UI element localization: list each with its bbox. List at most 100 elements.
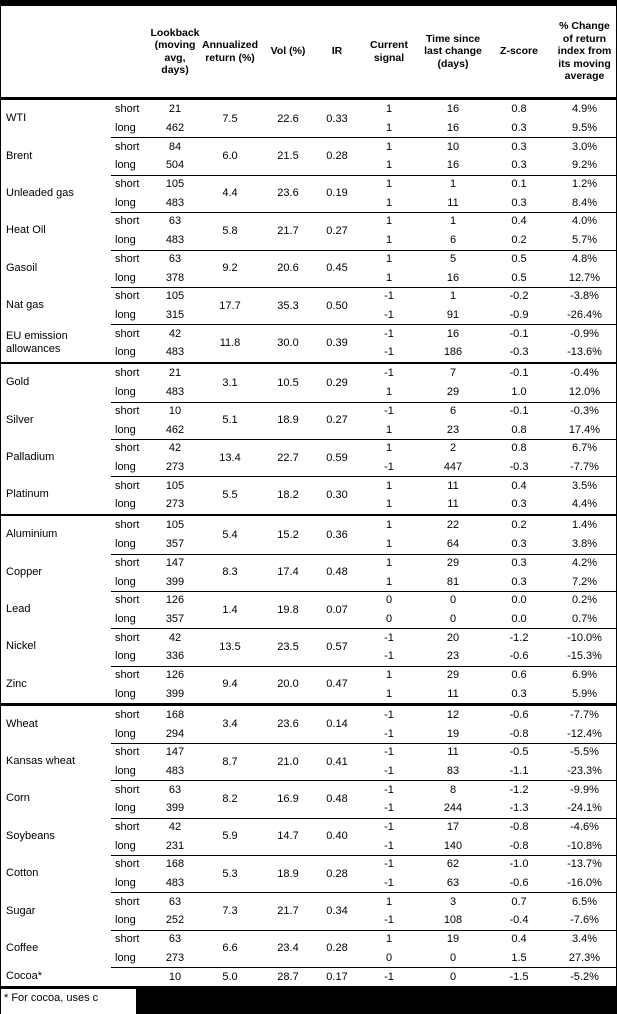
signal-value: 1 — [385, 271, 393, 284]
vol-value: 21.0 — [277, 755, 299, 768]
table-header-row: Lookback (moving avg, days) Annualized r… — [1, 6, 616, 100]
row-divider — [111, 174, 616, 176]
days-since-change-value: 140 — [443, 839, 463, 852]
commodity-block: EU emission allowances short 42 -1 16 -0.1 -0.… — [1, 324, 616, 361]
commodity-name: Cocoa* — [6, 970, 43, 983]
ir-value: 0.47 — [326, 678, 348, 691]
pct-change-value: -0.4% — [570, 367, 599, 380]
days-since-change-value: 7 — [449, 367, 457, 380]
signal-value: -1 — [384, 858, 394, 871]
days-since-change-value: 108 — [443, 914, 463, 927]
zscore-value: -0.6 — [509, 708, 529, 721]
days-since-change-value: 5 — [449, 252, 457, 265]
signal-value: 1 — [385, 895, 393, 908]
annualized-return-value: 5.0 — [222, 970, 238, 983]
days-since-change-value: 0 — [449, 612, 457, 625]
annualized-return-value: 11.8 — [219, 336, 241, 349]
annualized-return-value: 3.1 — [222, 376, 238, 389]
pct-change-value: -7.7% — [570, 708, 599, 721]
pct-change-value: 4.0% — [571, 215, 598, 228]
vol-value: 18.9 — [277, 867, 299, 880]
zscore-value: 0.2 — [511, 234, 527, 247]
zscore-value: 0.4 — [511, 215, 527, 228]
row-divider — [111, 780, 616, 782]
vol-value: 23.6 — [277, 187, 299, 200]
days-since-change-value: 29 — [446, 668, 460, 681]
lookback-value: 42 — [168, 820, 182, 833]
leg-label: long — [115, 234, 136, 247]
commodity-block: WTI short 21 1 16 0.8 4.9% long 462 1 16 0.3 9.5% 7.5… — [1, 100, 616, 137]
lookback-value: 63 — [168, 215, 182, 228]
vol-value: 30.0 — [277, 336, 299, 349]
lookback-value: 399 — [165, 687, 185, 700]
vol-value: 35.3 — [277, 299, 299, 312]
days-since-change-value: 64 — [446, 538, 460, 551]
days-since-change-value: 16 — [446, 103, 460, 116]
annualized-return-value: 8.7 — [222, 755, 238, 768]
ir-value: 0.41 — [326, 755, 348, 768]
days-since-change-value: 11 — [447, 479, 459, 492]
zscore-value: 0.3 — [511, 140, 527, 153]
signal-value: -1 — [384, 290, 394, 303]
zscore-value: -0.8 — [509, 820, 529, 833]
zscore-value: -0.6 — [509, 877, 529, 890]
pct-change-value: -9.9% — [570, 783, 599, 796]
vol-value: 16.9 — [277, 792, 299, 805]
annualized-return-value: 3.4 — [222, 718, 238, 731]
lookback-value: 105 — [165, 479, 185, 492]
zscore-value: -1.1 — [509, 764, 529, 777]
zscore-value: 0.5 — [511, 271, 527, 284]
days-since-change-value: 0 — [449, 951, 457, 964]
leg-label: short — [115, 252, 140, 265]
pct-change-value: -4.6% — [570, 820, 599, 833]
pct-change-value: 8.4% — [571, 196, 598, 209]
lookback-value: 126 — [165, 594, 185, 607]
signal-value: -1 — [384, 877, 394, 890]
leg-label: short — [115, 858, 140, 871]
days-since-change-value: 10 — [446, 140, 460, 153]
annualized-return-value: 8.3 — [222, 566, 238, 579]
leg-label: short — [115, 820, 140, 833]
pct-change-value: -13.7% — [567, 858, 602, 871]
zscore-value: 0.3 — [511, 159, 527, 172]
zscore-value: 0.0 — [511, 594, 527, 607]
zscore-value: 0.3 — [511, 687, 527, 700]
signal-value: 1 — [385, 252, 393, 265]
pct-change-value: 5.7% — [571, 234, 598, 247]
commodity-name: Cotton — [6, 867, 39, 880]
zscore-value: -0.3 — [509, 460, 529, 473]
zscore-value: 0.4 — [511, 933, 527, 946]
top-border-bar — [1, 0, 616, 6]
commodity-block: Soybeans short 42 -1 17 -0.8 -4.6% long 231 -1 140… — [1, 817, 616, 855]
zscore-value: 0.4 — [511, 479, 527, 492]
pct-change-value: -5.2% — [570, 970, 599, 983]
zscore-value: 0.6 — [511, 668, 527, 681]
days-since-change-value: 244 — [443, 802, 463, 815]
pct-change-value: -10.0% — [567, 631, 602, 644]
zscore-value: 0.3 — [511, 538, 527, 551]
zscore-value: -1.0 — [509, 858, 529, 871]
signal-value: 1 — [385, 687, 393, 700]
leg-label: short — [115, 215, 140, 228]
zscore-value: -0.1 — [509, 404, 529, 417]
zscore-value: -0.3 — [509, 346, 529, 359]
leg-label: short — [115, 479, 140, 492]
signal-value: 1 — [385, 178, 393, 191]
leg-label: long — [115, 802, 136, 815]
annualized-return-value: 8.2 — [222, 792, 238, 805]
signal-value: -1 — [384, 764, 394, 777]
row-divider — [111, 817, 616, 819]
days-since-change-value: 19 — [446, 933, 460, 946]
leg-label: long — [115, 727, 136, 740]
leg-label: long — [115, 498, 136, 511]
signal-value: 1 — [385, 159, 393, 172]
pct-change-value: -26.4% — [567, 308, 602, 321]
commodity-name: Nickel — [6, 640, 36, 653]
commodity-block: Sugar short 63 1 3 0.7 6.5% long 252 -1 108 -0.4 -7.… — [1, 892, 616, 929]
row-divider — [111, 855, 616, 856]
lookback-value: 63 — [168, 783, 182, 796]
commodity-block: Heat Oil short 63 1 1 0.4 4.0% long 483 1 6 0.2 5.7%… — [1, 212, 616, 249]
zscore-value: -1.5 — [509, 970, 529, 983]
vol-value: 18.2 — [277, 488, 299, 501]
footnote-strip: * For cocoa, uses c — [1, 986, 616, 1014]
